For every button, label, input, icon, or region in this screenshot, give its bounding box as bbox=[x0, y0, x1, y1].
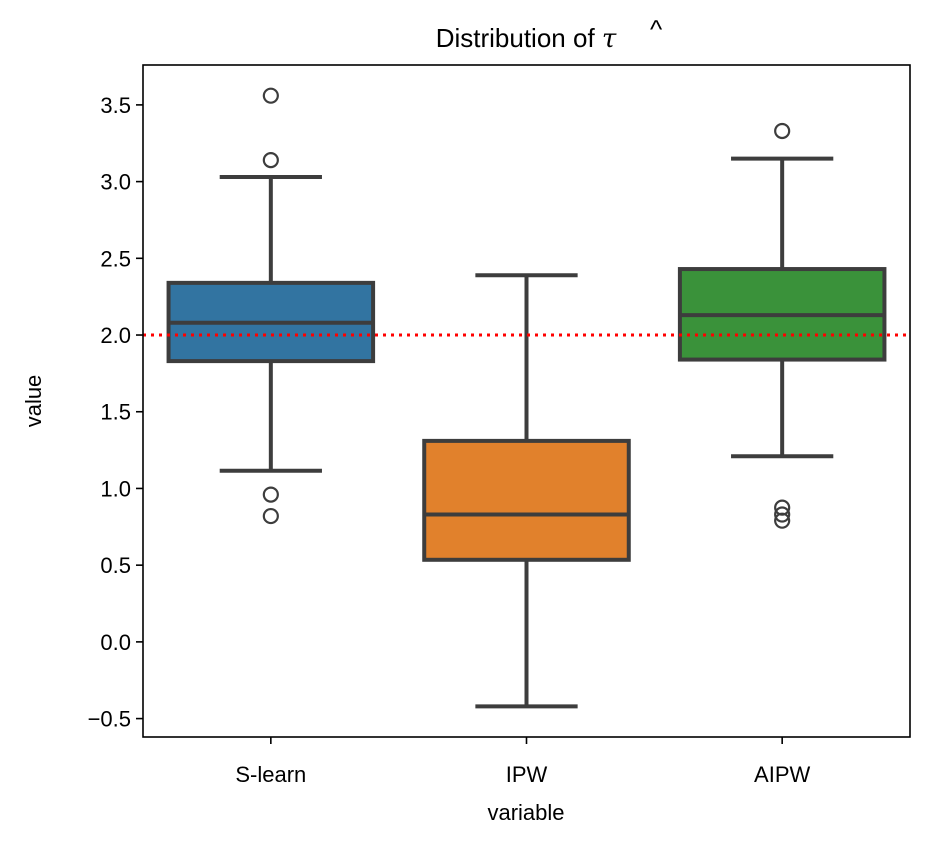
outlier-point bbox=[774, 122, 791, 140]
x-axis: S-learn IPW AIPW bbox=[235, 737, 811, 787]
x-tick-label: AIPW bbox=[754, 762, 810, 787]
outlier-point bbox=[774, 506, 791, 523]
y-axis: −0.5 0.0 0.5 1.0 1.5 2.0 2.5 3.0 3.5 bbox=[88, 93, 143, 732]
y-tick-label: 1.5 bbox=[100, 400, 131, 425]
y-tick-label: 0.0 bbox=[100, 630, 131, 655]
x-tick-label: S-learn bbox=[235, 762, 306, 787]
chart-title-symbol: τ bbox=[602, 24, 617, 54]
plot-area bbox=[143, 87, 910, 709]
outlier-point bbox=[262, 507, 279, 525]
y-tick-label: 1.0 bbox=[100, 476, 131, 501]
box-group-aipw bbox=[677, 122, 887, 529]
box-iqr bbox=[422, 438, 631, 562]
box-group-ipw bbox=[422, 273, 631, 709]
outlier-point bbox=[262, 486, 279, 503]
chart-title-text: Distribution of bbox=[436, 23, 602, 53]
y-tick-label: 2.5 bbox=[100, 246, 131, 271]
y-tick-label: 0.5 bbox=[100, 553, 131, 578]
y-tick-label: −0.5 bbox=[88, 707, 131, 732]
chart-title: Distribution of τ bbox=[436, 23, 617, 54]
y-tick-label: 3.5 bbox=[100, 93, 131, 118]
outlier-point bbox=[262, 87, 279, 104]
outlier-point bbox=[774, 512, 791, 529]
y-axis-title: value bbox=[21, 375, 46, 428]
chart-title-hat: ^ bbox=[650, 14, 663, 44]
x-tick-label: IPW bbox=[506, 762, 548, 787]
y-tick-label: 2.0 bbox=[100, 323, 131, 348]
x-axis-title: variable bbox=[487, 800, 564, 825]
box-group-s-learn bbox=[166, 87, 376, 525]
y-tick-label: 3.0 bbox=[100, 170, 131, 195]
outlier-point bbox=[262, 152, 279, 169]
